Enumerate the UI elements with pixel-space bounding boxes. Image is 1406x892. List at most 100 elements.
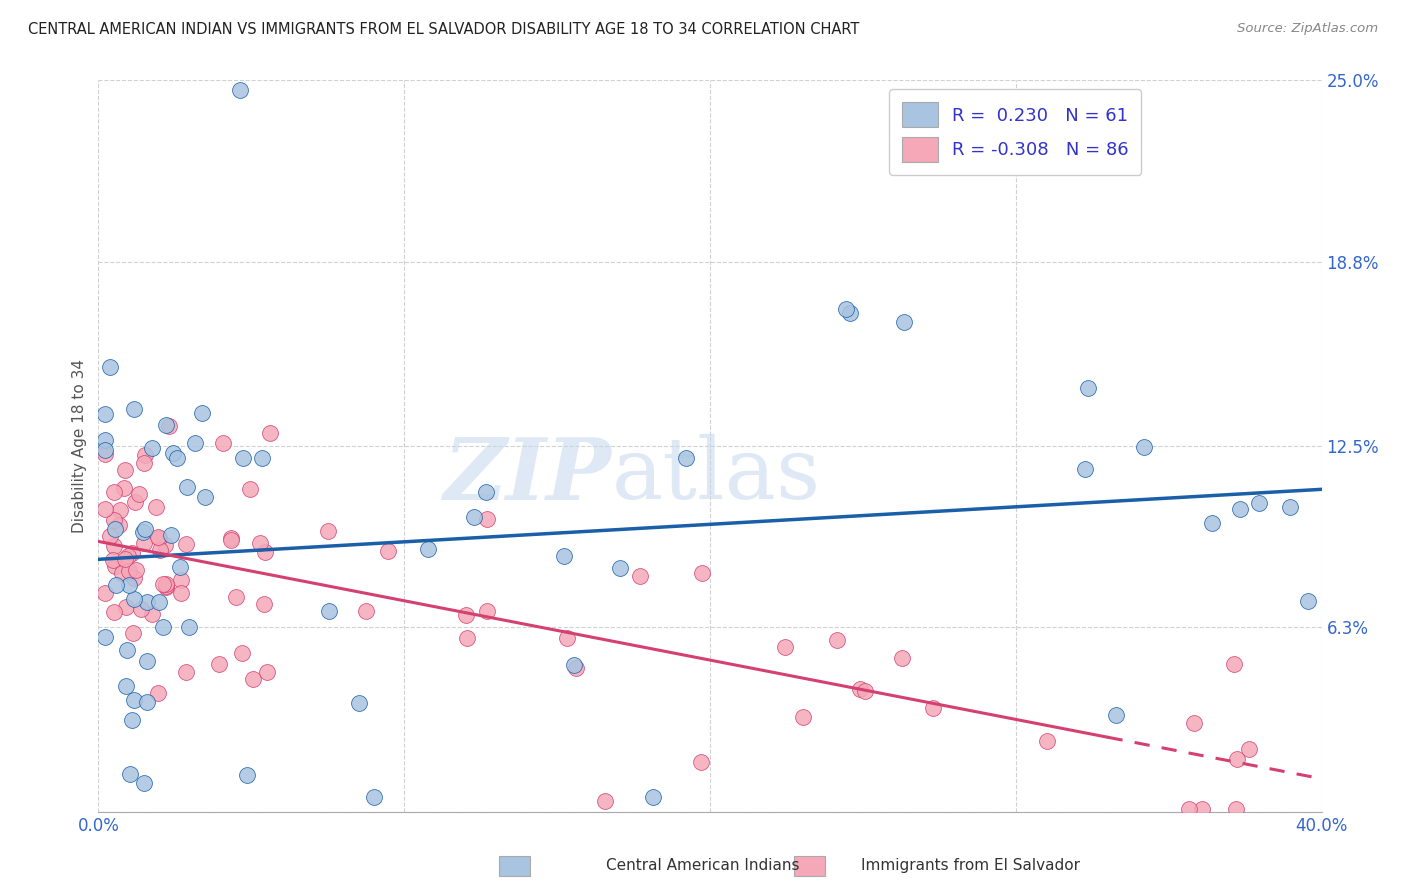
Point (628, 569, 651, 583)
Point (890, 650, 912, 665)
Point (250, 450, 273, 465)
Point (256, 665, 278, 680)
Point (212, 435, 235, 450)
Point (112, 481, 135, 495)
Point (108, 503, 131, 517)
Point (103, 606, 125, 620)
Text: Central American Indians: Central American Indians (606, 858, 800, 872)
Point (152, 577, 174, 591)
Point (155, 579, 177, 593)
Point (148, 595, 170, 609)
Point (219, 533, 242, 548)
Point (363, 790, 385, 805)
Point (1296, 594, 1319, 608)
Point (1177, 802, 1199, 816)
Point (170, 586, 193, 600)
Point (690, 566, 713, 580)
Point (149, 542, 172, 557)
Point (134, 522, 156, 536)
Point (104, 577, 127, 591)
Point (254, 545, 277, 559)
Point (184, 435, 207, 450)
Point (131, 524, 153, 539)
Point (170, 574, 193, 588)
Point (259, 425, 281, 440)
Point (136, 695, 159, 709)
Point (179, 619, 201, 633)
Point (242, 672, 264, 686)
Point (122, 401, 145, 416)
Point (174, 665, 197, 680)
Point (98, 529, 121, 543)
Point (148, 531, 170, 545)
Point (104, 522, 127, 536)
Point (893, 315, 915, 329)
Point (132, 776, 155, 790)
Point (1191, 802, 1213, 816)
Point (155, 417, 177, 432)
Point (93, 408, 115, 422)
Point (135, 595, 157, 609)
Point (609, 561, 631, 575)
Point (565, 660, 588, 674)
Point (1105, 708, 1128, 723)
Point (114, 599, 136, 614)
Text: Immigrants from El Salvador: Immigrants from El Salvador (860, 858, 1080, 872)
Point (1229, 502, 1251, 516)
Point (231, 646, 253, 660)
Point (593, 794, 616, 808)
Point (1225, 802, 1247, 816)
Point (316, 524, 339, 538)
Point (1223, 657, 1246, 671)
Point (160, 527, 183, 541)
Point (162, 446, 184, 460)
Point (148, 686, 170, 700)
Point (849, 682, 872, 697)
Point (418, 541, 440, 556)
Point (176, 480, 198, 494)
Point (111, 566, 134, 580)
Point (101, 553, 124, 567)
Point (349, 696, 371, 710)
Point (827, 633, 849, 648)
Point (152, 620, 174, 634)
Point (253, 597, 276, 611)
Point (1201, 516, 1223, 530)
Point (157, 419, 180, 434)
Point (141, 441, 163, 455)
Point (475, 512, 498, 526)
Point (134, 535, 156, 549)
Y-axis label: Disability Age 18 to 34: Disability Age 18 to 34 (72, 359, 87, 533)
Point (477, 604, 499, 618)
Point (1247, 496, 1270, 510)
Point (115, 679, 138, 693)
Point (775, 640, 797, 655)
Point (114, 463, 136, 477)
Point (103, 513, 125, 527)
Text: CENTRAL AMERICAN INDIAN VS IMMIGRANTS FROM EL SALVADOR DISABILITY AGE 18 TO 34 C: CENTRAL AMERICAN INDIAN VS IMMIGRANTS FR… (28, 22, 859, 37)
Point (557, 631, 579, 645)
Point (118, 564, 141, 578)
Point (1226, 751, 1249, 765)
Text: ZIP: ZIP (444, 434, 612, 517)
Point (93, 586, 115, 600)
Point (249, 536, 271, 550)
Point (235, 768, 257, 782)
Point (103, 485, 125, 500)
Point (153, 538, 176, 552)
Point (839, 306, 862, 320)
Point (93, 434, 115, 448)
Point (456, 631, 478, 645)
Point (103, 539, 125, 553)
Point (792, 710, 814, 724)
Point (121, 626, 143, 640)
Legend: R =  0.230   N = 61, R = -0.308   N = 86: R = 0.230 N = 61, R = -0.308 N = 86 (889, 89, 1142, 175)
Point (129, 601, 152, 615)
Point (135, 654, 157, 668)
Point (921, 701, 943, 715)
Point (146, 530, 169, 544)
Point (125, 562, 148, 576)
Point (128, 487, 150, 501)
Text: atlas: atlas (612, 434, 821, 516)
Point (118, 767, 141, 781)
